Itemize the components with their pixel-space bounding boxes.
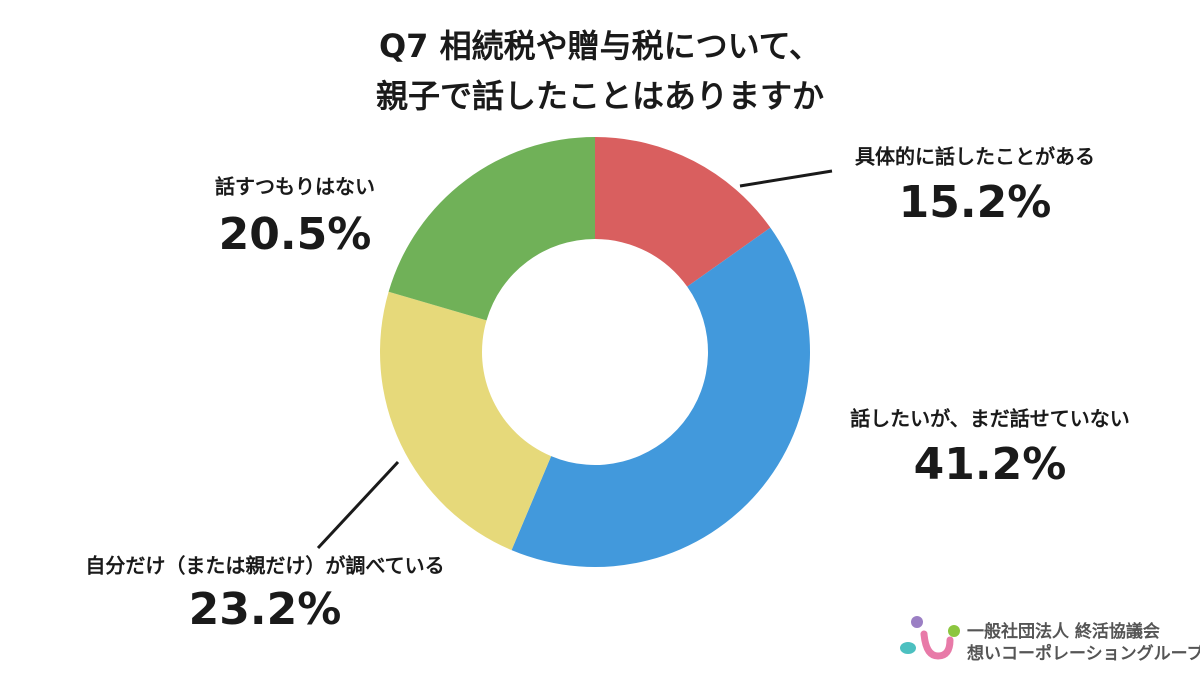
chart-title: 親子で話したことはありますか [376, 77, 824, 115]
logo: 一般社団法人 終活協議会 想いコーポレーショングループ [900, 616, 1200, 664]
leader-line [739, 169, 833, 188]
group-name: 想いコーポレーショングループ [967, 643, 1200, 664]
chart-title: Q7 相続税や贈与税について、 [379, 27, 821, 65]
category-label: 具体的に話したことがある [855, 145, 1095, 169]
leader-line [316, 460, 400, 550]
logo-dot [948, 625, 960, 637]
donut-segment [388, 137, 595, 321]
logo-dot [911, 616, 923, 628]
logo-blob [900, 642, 916, 654]
donut-segment [511, 227, 811, 567]
value-label: 15.2% [899, 177, 1052, 228]
value-label: 41.2% [914, 439, 1067, 490]
category-label: 話すつもりはない [215, 175, 375, 199]
org-name: 一般社団法人 終活協議会 [967, 621, 1160, 642]
donut-segment [595, 137, 771, 287]
category-label: 話したいが、まだ話せていない [850, 407, 1130, 431]
logo-mark [920, 630, 954, 660]
donut-segment [380, 291, 552, 551]
value-label: 20.5% [219, 209, 372, 260]
category-label: 自分だけ（または親だけ）が調べている [85, 554, 444, 578]
value-label: 23.2% [189, 584, 342, 635]
